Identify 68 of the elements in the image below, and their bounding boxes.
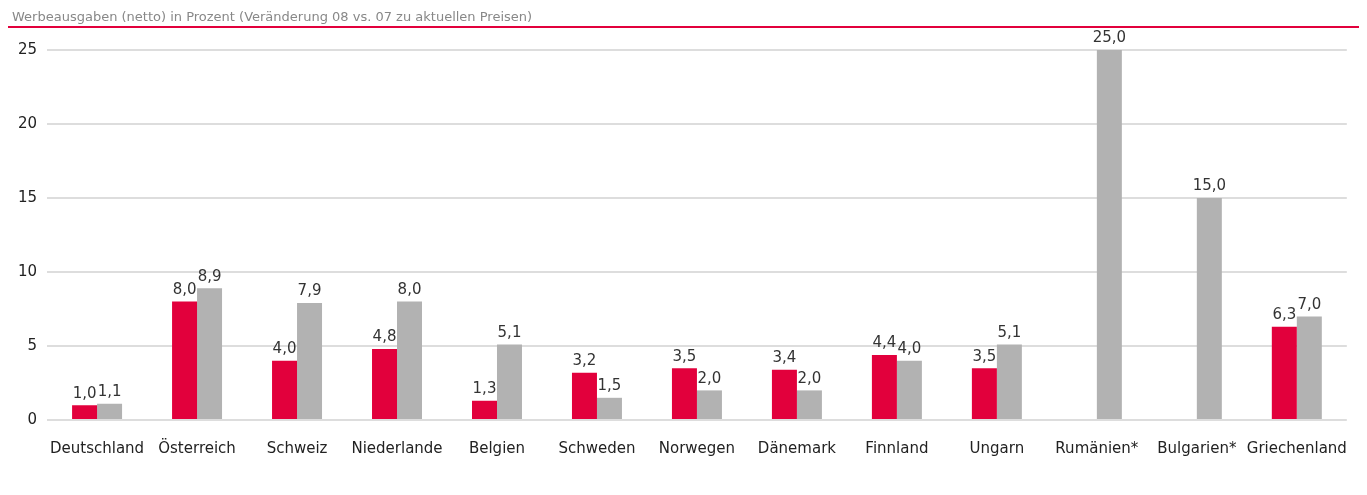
bar	[272, 360, 298, 419]
x-tick-label: Deutschland	[50, 438, 145, 457]
data-label: 4,0	[897, 339, 922, 358]
x-tick-label: Schweiz	[266, 438, 328, 457]
y-tick-label: 10	[17, 261, 38, 280]
data-label: 7,9	[297, 281, 322, 300]
bar	[172, 301, 198, 419]
data-label: 4,4	[872, 333, 897, 352]
bar	[1096, 50, 1122, 419]
bar	[72, 405, 98, 419]
data-label: 6,3	[1272, 305, 1297, 324]
data-label: 2,0	[797, 368, 822, 387]
bar	[671, 368, 697, 419]
bar	[397, 301, 423, 419]
bar	[996, 344, 1022, 419]
data-label: 4,8	[372, 327, 397, 346]
data-label: 3,4	[772, 348, 797, 367]
data-label: 4,0	[272, 339, 297, 358]
bar	[1271, 326, 1297, 419]
bar	[297, 303, 323, 419]
data-label: 1,1	[97, 382, 122, 401]
data-label: 3,5	[672, 346, 697, 365]
bar	[197, 288, 223, 419]
data-label: 8,0	[172, 279, 197, 298]
x-tick-label: Dänemark	[757, 438, 837, 457]
data-label: 1,0	[72, 383, 97, 402]
x-tick-label: Belgien	[468, 438, 526, 457]
y-tick-label: 0	[27, 409, 38, 428]
x-tick-label: Ungarn	[969, 438, 1025, 457]
x-tick-label: Norwegen	[658, 438, 736, 457]
x-tick-label: Österreich	[158, 437, 236, 457]
chart-title: Werbeausgaben (netto) in Prozent (Veränderung 08 vs. 07 zu aktuellen Preisen)	[11, 8, 534, 26]
bar	[97, 403, 123, 419]
x-tick-label: Finnland	[865, 438, 929, 457]
data-label: 1,5	[597, 376, 622, 395]
x-tick-label: Bulgarien*	[1157, 438, 1237, 457]
bar	[1196, 198, 1222, 419]
y-tick-label: 15	[17, 187, 38, 206]
data-label: 25,0	[1092, 28, 1127, 47]
bar	[571, 372, 597, 419]
data-label: 5,1	[997, 322, 1022, 341]
bar	[896, 360, 922, 419]
bar	[496, 344, 522, 419]
bar	[372, 348, 398, 419]
x-tick-label: Niederlande	[351, 438, 443, 457]
data-label: 3,5	[972, 346, 997, 365]
bar	[971, 368, 997, 419]
x-tick-label: Griechenland	[1246, 438, 1347, 457]
data-label: 8,9	[197, 266, 222, 285]
data-label: 3,2	[572, 351, 597, 370]
data-label: 15,0	[1192, 176, 1227, 195]
x-tick-label: Rumänien*	[1055, 438, 1139, 457]
data-label: 2,0	[697, 368, 722, 387]
bar	[596, 397, 622, 419]
data-label: 1,3	[472, 379, 497, 398]
bar	[796, 390, 822, 419]
bar	[871, 354, 897, 419]
bar	[471, 400, 497, 419]
y-tick-label: 20	[17, 113, 38, 132]
y-tick-label: 25	[17, 39, 38, 58]
bar	[696, 390, 722, 419]
bar	[1296, 316, 1322, 419]
data-label: 5,1	[497, 322, 522, 341]
data-label: 8,0	[397, 279, 422, 298]
x-tick-label: Schweden	[558, 438, 636, 457]
y-tick-label: 5	[27, 335, 38, 354]
data-label: 7,0	[1297, 294, 1322, 313]
bar	[771, 369, 797, 419]
